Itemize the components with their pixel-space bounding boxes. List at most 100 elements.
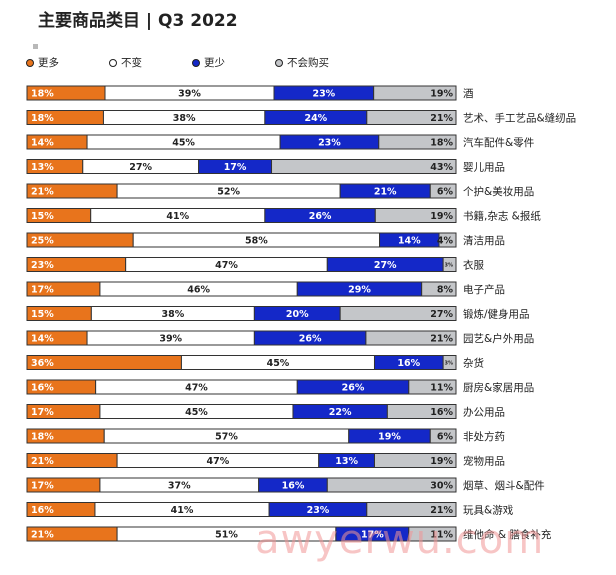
data-label-less: 14%	[398, 236, 421, 247]
bar-segment-never	[373, 453, 457, 468]
category-label: 个护&美妆用品	[463, 185, 534, 198]
data-label-never: 11%	[430, 383, 453, 394]
bar-segment-never	[339, 306, 457, 321]
category-label: 维他命 & 膳食补充	[463, 528, 552, 541]
data-label-more: 15%	[31, 211, 54, 222]
data-label-never: 27%	[430, 309, 453, 320]
bar-segment-never	[373, 85, 457, 101]
data-label-less: 26%	[299, 334, 322, 345]
data-label-never: 3%	[445, 263, 454, 269]
data-label-more: 18%	[31, 89, 54, 100]
data-label-less: 24%	[304, 113, 327, 124]
data-label-less: 26%	[342, 383, 365, 394]
bar-segment-never	[408, 379, 457, 395]
data-label-same: 51%	[215, 530, 238, 541]
data-label-never: 6%	[437, 432, 454, 443]
legend-item-never: 不会购买	[275, 55, 358, 70]
category-label: 酒	[463, 87, 474, 100]
data-label-never: 43%	[430, 162, 453, 173]
data-label-never: 19%	[430, 456, 453, 467]
data-label-never: 6%	[437, 187, 454, 198]
data-label-less: 23%	[312, 89, 335, 100]
data-label-more: 18%	[31, 113, 54, 124]
bar-segment-never	[442, 257, 457, 272]
legend-swatch-same	[109, 58, 117, 67]
data-label-same: 39%	[178, 89, 201, 100]
data-label-same: 41%	[171, 505, 194, 516]
data-label-never: 19%	[430, 211, 453, 222]
data-label-same: 47%	[207, 456, 230, 467]
data-label-never: 21%	[430, 113, 453, 124]
data-label-same: 58%	[245, 236, 268, 247]
data-label-more: 16%	[31, 383, 54, 394]
data-label-more: 21%	[31, 456, 54, 467]
chart-title: 主要商品类目 | Q3 2022	[38, 11, 238, 31]
data-label-never: 4%	[437, 236, 454, 247]
data-label-more: 21%	[31, 530, 54, 541]
data-label-never: 19%	[430, 89, 453, 100]
data-label-less: 27%	[374, 260, 397, 271]
legend-swatch-more	[26, 58, 34, 67]
data-label-same: 38%	[173, 113, 196, 124]
data-label-more: 17%	[31, 481, 54, 492]
data-label-same: 47%	[215, 260, 238, 271]
data-label-same: 45%	[267, 358, 290, 369]
legend-item-more: 更多	[26, 55, 109, 70]
decorative-mark	[33, 44, 38, 49]
legend-label: 不会购买	[287, 57, 329, 69]
data-label-more: 17%	[31, 285, 54, 296]
data-label-more: 15%	[31, 309, 54, 320]
category-label: 衣服	[463, 259, 484, 272]
data-label-less: 23%	[307, 505, 330, 516]
data-label-never: 8%	[437, 285, 454, 296]
category-label: 杂货	[463, 357, 484, 370]
bar-segment-never	[365, 330, 457, 346]
legend-label: 不变	[121, 57, 142, 69]
category-label: 厨房&家居用品	[463, 381, 534, 394]
legend-item-same: 不变	[109, 55, 192, 70]
legend-label: 更少	[204, 57, 225, 69]
data-label-more: 18%	[31, 432, 54, 443]
bar-segment-never	[421, 281, 457, 297]
data-label-less: 26%	[309, 211, 332, 222]
category-label: 电子产品	[463, 283, 505, 296]
category-label: 非处方药	[463, 430, 505, 443]
data-label-never: 16%	[430, 407, 453, 418]
bar-segment-never	[366, 502, 457, 517]
data-label-never: 18%	[430, 138, 453, 149]
bar-segment-never	[438, 232, 457, 248]
bar-segment-never	[442, 355, 457, 370]
legend-swatch-never	[275, 58, 283, 67]
data-label-same: 57%	[215, 432, 238, 443]
bar-segment-never	[271, 159, 457, 174]
data-label-more: 36%	[31, 358, 54, 369]
bar-segment-never	[378, 134, 457, 150]
category-label: 书籍,杂志 &报纸	[463, 210, 541, 223]
data-label-less: 16%	[282, 481, 305, 492]
data-label-same: 38%	[161, 309, 184, 320]
bar-segment-never	[326, 477, 457, 493]
data-label-less: 21%	[374, 187, 397, 198]
data-label-same: 52%	[217, 187, 240, 198]
category-label: 汽车配件&零件	[463, 136, 534, 149]
data-label-less: 16%	[397, 358, 420, 369]
data-label-same: 46%	[187, 285, 210, 296]
data-label-less: 19%	[378, 432, 401, 443]
data-label-more: 23%	[31, 260, 54, 271]
data-label-same: 37%	[168, 481, 191, 492]
legend-swatch-less	[192, 58, 200, 67]
data-label-more: 13%	[31, 162, 54, 173]
bar-segment-never	[386, 404, 457, 419]
data-label-same: 27%	[129, 162, 152, 173]
legend: 更多 不变 更少 不会购买	[26, 55, 358, 70]
legend-label: 更多	[38, 57, 59, 69]
data-label-less: 29%	[348, 285, 371, 296]
category-label: 办公用品	[463, 406, 505, 419]
category-label: 锻炼/健身用品	[463, 308, 530, 321]
category-label: 园艺&户外用品	[463, 332, 534, 345]
data-label-same: 41%	[166, 211, 189, 222]
data-label-never: 11%	[430, 530, 453, 541]
category-label: 宠物用品	[463, 455, 505, 468]
data-label-never: 21%	[430, 505, 453, 516]
bar-segment-never	[408, 526, 457, 542]
